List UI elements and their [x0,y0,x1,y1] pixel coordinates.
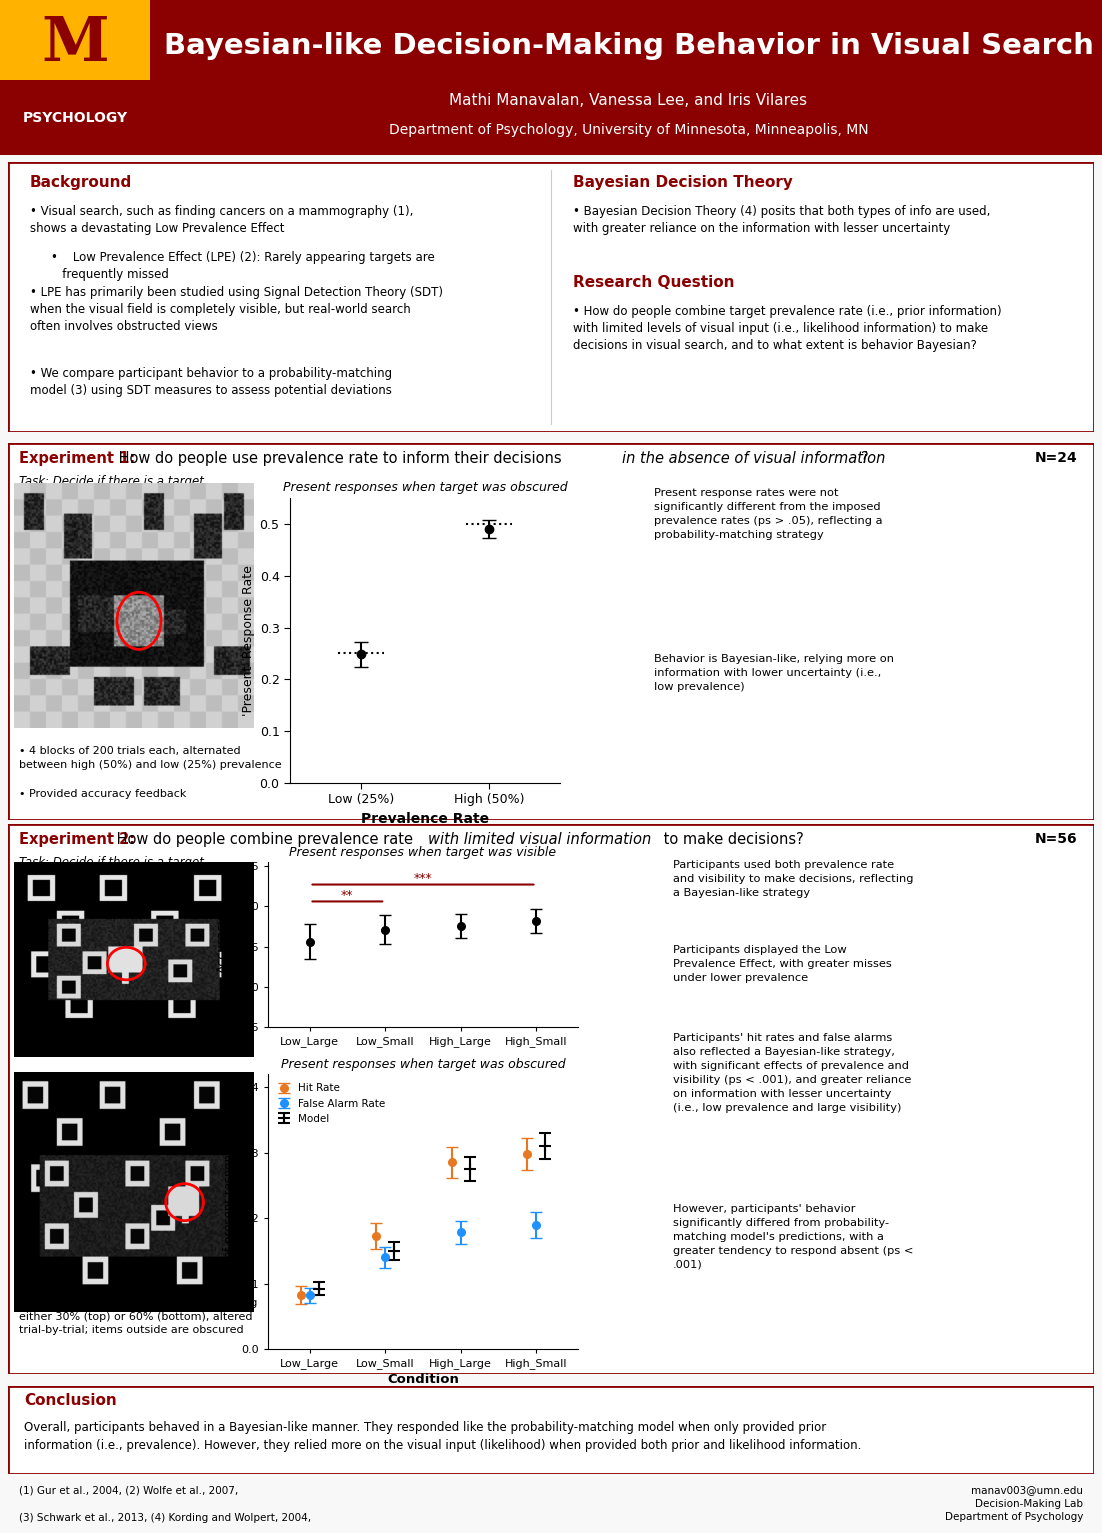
Text: Bayesian Decision Theory: Bayesian Decision Theory [573,175,792,190]
Text: Behavior is Bayesian-like, relying more on
information with lower uncertainty (i: Behavior is Bayesian-like, relying more … [655,655,894,691]
Text: • Visual search, such as finding cancers on a mammography (1),
shows a devastati: • Visual search, such as finding cancers… [30,205,413,235]
Text: N=56: N=56 [1035,832,1078,846]
Text: ***: *** [413,872,432,885]
Text: However, participants' behavior
significantly differed from probability-
matchin: However, participants' behavior signific… [672,1203,914,1269]
Text: •    Low Prevalence Effect (LPE) (2): Rarely appearing targets are
   frequently: • Low Prevalence Effect (LPE) (2): Rarel… [52,251,435,281]
Title: Present responses when target was obscured: Present responses when target was obscur… [283,481,568,494]
Text: Experiment 2:: Experiment 2: [19,832,134,848]
Text: Participants' hit rates and false alarms
also reflected a Bayesian-like strategy: Participants' hit rates and false alarms… [672,1033,911,1113]
Text: with limited visual information: with limited visual information [429,832,651,848]
Text: • Bayesian Decision Theory (4) posits that both types of info are used,
with gre: • Bayesian Decision Theory (4) posits th… [573,205,990,235]
Text: **: ** [342,889,354,901]
FancyBboxPatch shape [8,443,1094,820]
Text: Mathi Manavalan, Vanessa Lee, and Iris Vilares: Mathi Manavalan, Vanessa Lee, and Iris V… [450,94,808,109]
Text: • LPE has primarily been studied using Signal Detection Theory (SDT)
when the vi: • LPE has primarily been studied using S… [30,287,443,333]
Text: Overall, participants behaved in a Bayesian-like manner. They responded like the: Overall, participants behaved in a Bayes… [24,1421,862,1452]
Text: to make decisions?: to make decisions? [659,832,803,848]
Text: Participants displayed the Low
Prevalence Effect, with greater misses
under lowe: Participants displayed the Low Prevalenc… [672,944,892,983]
Text: M: M [41,14,109,74]
Text: Bayesian-like Decision-Making Behavior in Visual Search: Bayesian-like Decision-Making Behavior i… [163,32,1093,60]
Text: Background: Background [30,175,132,190]
X-axis label: Condition: Condition [387,1374,458,1386]
Text: Department of Psychology, University of Minnesota, Minneapolis, MN: Department of Psychology, University of … [389,123,868,136]
Text: How do people combine prevalence rate: How do people combine prevalence rate [112,832,418,848]
Text: • How do people combine target prevalence rate (i.e., prior information)
with li: • How do people combine target prevalenc… [573,305,1002,353]
Title: Present responses when target was obscured: Present responses when target was obscur… [281,1058,565,1072]
Title: Present responses when target was visible: Present responses when target was visibl… [290,846,557,860]
Text: • 4 blocks of 200 trials each, alternated
between high (50%) and low (25%) preva: • 4 blocks of 200 trials each, alternate… [19,747,281,771]
Y-axis label: Accuracy: Accuracy [216,915,229,973]
Text: manav003@umn.edu
Decision-Making Lab
Department of Psychology: manav003@umn.edu Decision-Making Lab Dep… [944,1485,1083,1522]
Text: • Provided accuracy feedback: • Provided accuracy feedback [19,789,186,799]
X-axis label: Prevalence Rate: Prevalence Rate [361,812,489,826]
FancyBboxPatch shape [8,825,1094,1374]
Legend: Hit Rate, False Alarm Rate, Model: Hit Rate, False Alarm Rate, Model [273,1079,390,1128]
Text: Present response rates were not
significantly different from the imposed
prevale: Present response rates were not signific… [655,487,883,540]
Text: in the absence of visual information: in the absence of visual information [622,451,885,466]
Text: • We compare participant behavior to a probability-matching
model (3) using SDT : • We compare participant behavior to a p… [30,368,392,397]
Text: ?: ? [861,451,868,466]
Text: Research Question: Research Question [573,276,734,290]
Text: How do people use prevalence rate to inform their decisions: How do people use prevalence rate to inf… [115,451,566,466]
Y-axis label: Rate of present responses: Rate of present responses [223,1134,236,1289]
Y-axis label: 'Present' Response Rate: 'Present' Response Rate [242,566,256,716]
FancyBboxPatch shape [8,162,1094,432]
FancyBboxPatch shape [8,1386,1094,1475]
Text: (1) Gur et al., 2004, (2) Wolfe et al., 2007,: (1) Gur et al., 2004, (2) Wolfe et al., … [19,1485,238,1496]
Text: N=24: N=24 [1035,451,1078,466]
Text: • 2 blocks of 200 trials each,
counterbalanced between high (50%)
and low (25%) : • 2 blocks of 200 trials each, counterba… [19,1217,229,1254]
Text: Task: Decide if there is a target: Task: Decide if there is a target [19,475,204,487]
Text: PSYCHOLOGY: PSYCHOLOGY [22,110,128,124]
Text: Conclusion: Conclusion [24,1393,117,1407]
Text: Experiment 1:: Experiment 1: [19,451,136,466]
Text: • Central area with visible items, spanning
either 30% (top) or 60% (bottom), al: • Central area with visible items, spann… [19,1298,257,1335]
Text: Participants used both prevalence rate
and visibility to make decisions, reflect: Participants used both prevalence rate a… [672,860,914,898]
Text: Task: Decide if there is a target: Task: Decide if there is a target [19,855,204,869]
Text: (3) Schwark et al., 2013, (4) Kording and Wolpert, 2004,: (3) Schwark et al., 2013, (4) Kording an… [19,1513,311,1522]
